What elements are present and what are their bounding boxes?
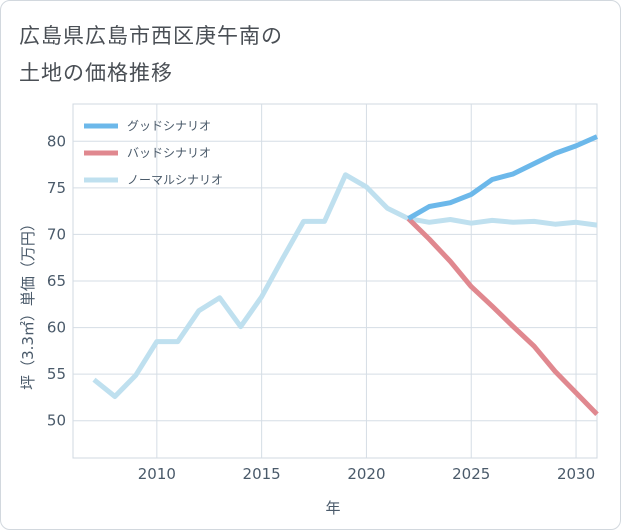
x-tick-label: 2025 [452, 465, 490, 483]
y-tick-label: 50 [47, 412, 66, 430]
series-line-0 [407, 134, 599, 221]
y-tick-label: 80 [47, 132, 66, 150]
y-tick-label: 60 [47, 319, 66, 337]
x-tick-label: 2015 [243, 465, 281, 483]
series-line-1 [406, 216, 599, 416]
legend-label-1: バッドシナリオ [127, 146, 211, 160]
x-axis-title: 年 [325, 499, 340, 517]
x-tick-label: 2010 [138, 465, 176, 483]
legend-label-2: ノーマルシナリオ [127, 173, 223, 187]
series-line-2 [92, 172, 598, 399]
grid [73, 104, 597, 458]
x-tick-label: 2020 [347, 465, 385, 483]
y-tick-label: 55 [47, 365, 66, 383]
y-tick-label: 70 [47, 225, 66, 243]
y-tick-label: 65 [47, 272, 66, 290]
y-tick-label: 75 [47, 179, 66, 197]
legend-label-0: グッドシナリオ [127, 119, 211, 133]
chart-title-line-1: 広島県広島市西区庚午南の [19, 24, 283, 48]
x-axis-ticks: 2010 2015 2020 2025 2030 [138, 465, 595, 483]
y-axis-ticks: 50 55 60 65 70 75 80 [47, 132, 66, 429]
series-lines [92, 134, 599, 416]
chart-title-line-2: 土地の価格推移 [19, 61, 173, 85]
x-tick-label: 2030 [557, 465, 595, 483]
y-axis-title: 坪（3.3㎡）単価（万円） [19, 216, 37, 390]
